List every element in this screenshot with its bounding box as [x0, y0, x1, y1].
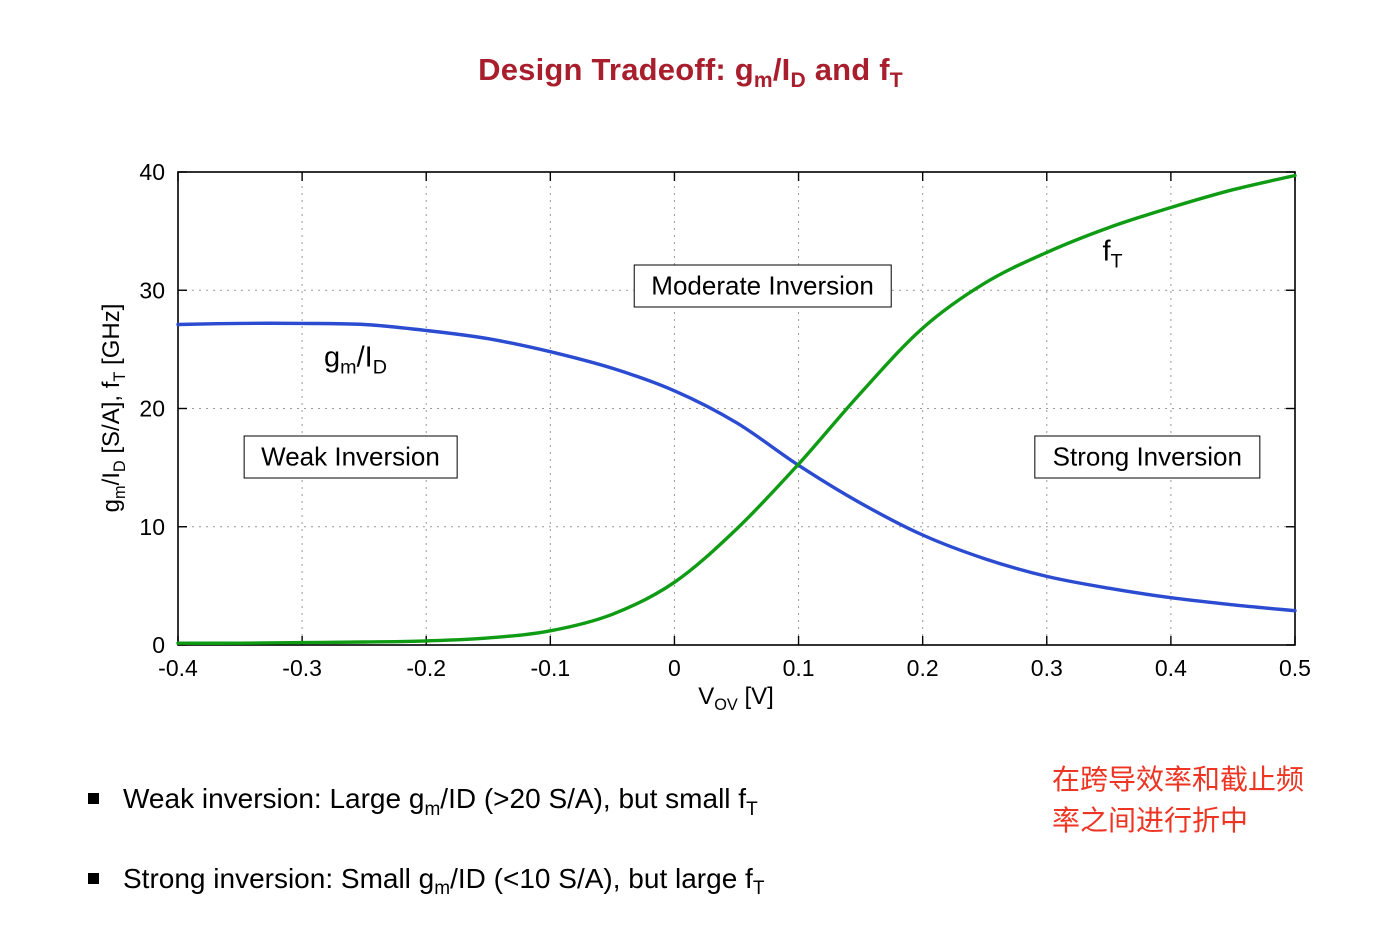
svg-text:0: 0: [152, 632, 165, 658]
svg-text:0.5: 0.5: [1279, 655, 1311, 681]
svg-text:-0.2: -0.2: [406, 655, 446, 681]
x-tick-labels: -0.4 -0.3 -0.2 -0.1 0 0.1 0.2 0.3 0.4 0.5: [158, 655, 1311, 681]
svg-text:10: 10: [139, 514, 165, 540]
y-axis-label: gm/ID [S/A], fT [GHz]: [98, 303, 129, 513]
svg-text:0.3: 0.3: [1031, 655, 1063, 681]
svg-text:0: 0: [668, 655, 681, 681]
curve-gm-id: [176, 321, 1297, 613]
annotation-weak-inversion: Weak Inversion: [243, 435, 458, 479]
bullet-marker-icon: [88, 872, 99, 884]
axis-ticks: [177, 171, 1296, 646]
svg-text:-0.1: -0.1: [531, 655, 571, 681]
note-line: 率之间进行折中: [1052, 804, 1249, 836]
curve-ft: [176, 173, 1297, 645]
x-axis-label: VOV [V]: [698, 683, 774, 714]
svg-text:30: 30: [139, 277, 165, 303]
svg-text:40: 40: [139, 159, 165, 185]
annotation-strong-inversion: Strong Inversion: [1034, 435, 1260, 479]
svg-text:0.2: 0.2: [907, 655, 939, 681]
svg-text:0.1: 0.1: [783, 655, 815, 681]
annotation-moderate-inversion: Moderate Inversion: [633, 264, 892, 308]
plot-canvas: -0.4 -0.3 -0.2 -0.1 0 0.1 0.2 0.3 0.4 0.5 0 10 20 30 4…: [139, 159, 1311, 681]
y-tick-labels: 0 10 20 30 40: [139, 159, 165, 658]
bullet-list: Weak inversion: Large gm/ID (>20 S/A), b…: [88, 782, 1018, 941]
gm-id-curve-label: gm/ID: [324, 341, 387, 379]
note-line: 在跨导效率和截止频: [1052, 764, 1305, 795]
bullet-text: Weak inversion: Large gm/ID (>20 S/A), b…: [123, 783, 758, 820]
bullet-item-strong-inversion: Strong inversion: Small gm/ID (<10 S/A),…: [88, 862, 1018, 900]
bullet-text: Strong inversion: Small gm/ID (<10 S/A),…: [123, 862, 765, 900]
bullet-item-weak-inversion: Weak inversion: Large gm/ID (>20 S/A), b…: [88, 782, 1018, 820]
plot-border: [177, 171, 1296, 646]
slide: Design Tradeoff: gm/ID and fT -0.4 -0.3 -0…: [0, 52, 1381, 899]
svg-text:20: 20: [139, 396, 165, 422]
bullet-marker-icon: [88, 793, 99, 804]
ft-curve-label: fT: [1102, 235, 1123, 273]
grid-lines: [178, 172, 1295, 645]
svg-text:-0.4: -0.4: [158, 655, 198, 681]
tradeoff-chart: -0.4 -0.3 -0.2 -0.1 0 0.1 0.2 0.3 0.4 0.5 0 10 20 30 4…: [0, 130, 1381, 750]
chinese-note: 在跨导效率和截止频 率之间进行折中: [1052, 760, 1372, 841]
svg-text:-0.3: -0.3: [282, 655, 322, 681]
page-title: Design Tradeoff: gm/ID and fT: [478, 52, 903, 93]
svg-text:0.4: 0.4: [1155, 655, 1187, 681]
